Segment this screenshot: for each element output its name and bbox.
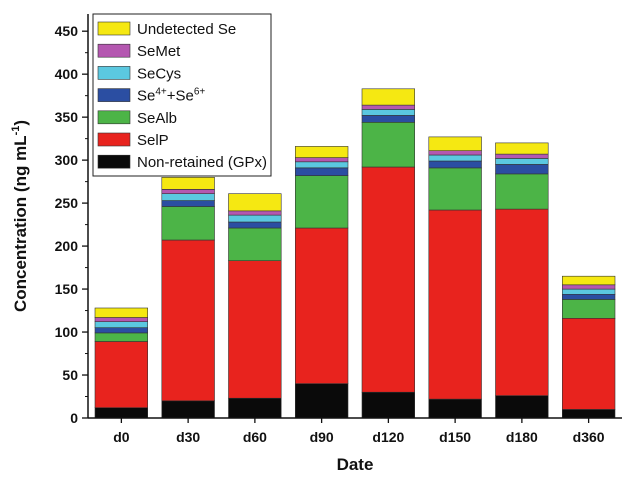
bar-segment-d30-s6	[161, 177, 215, 190]
y-tick-label: 350	[55, 109, 79, 125]
y-tick-label: 100	[55, 324, 79, 340]
x-tick-label: d0	[113, 429, 130, 445]
legend-label: Non-retained (GPx)	[137, 154, 267, 171]
bar-segment-d360-s4	[561, 288, 616, 295]
bar-segment-d360-s3	[561, 293, 616, 300]
y-tick-label: 0	[70, 410, 78, 426]
bar-segment-d90-s2	[294, 175, 349, 229]
bar-segment-d60-s6	[228, 193, 282, 212]
bar-segment-d360-s1	[561, 317, 616, 410]
legend-swatch	[97, 154, 131, 169]
bar-segment-d180-s6	[495, 142, 549, 155]
x-axis-title: Date	[337, 455, 374, 474]
bar-segment-d60-s2	[228, 227, 282, 262]
bar-segment-d150-s3	[428, 160, 482, 169]
bar-segment-d30-s4	[161, 193, 215, 201]
bar-segment-d90-s6	[294, 146, 349, 158]
bar-segment-d120-s2	[361, 122, 416, 168]
bar-segment-d0-s0	[94, 407, 149, 419]
x-tick-label: d90	[310, 429, 334, 445]
bar-segment-d180-s3	[495, 164, 549, 175]
bar-segment-d30-s3	[161, 200, 215, 207]
bar-segment-d0-s1	[94, 341, 149, 408]
legend-label: SeMet	[137, 43, 181, 60]
y-axis-title: Concentration (ng mL-1)	[10, 120, 30, 312]
bar-segment-d30-s2	[161, 206, 215, 241]
bar-segment-d180-s2	[495, 173, 549, 210]
legend-swatch	[97, 21, 131, 36]
bar-segment-d150-s0	[428, 398, 482, 419]
legend-swatch	[97, 88, 131, 102]
x-tick-label: d30	[176, 429, 200, 445]
axes-layer	[87, 14, 622, 419]
y-tick-label: 300	[55, 152, 79, 168]
bar-segment-d60-s5	[228, 210, 282, 216]
x-ticks: d0 d30 d60 d90 d120 d150 d180 d360	[113, 418, 605, 445]
y-tick-label: 400	[55, 66, 79, 82]
bar-segment-d30-s0	[161, 400, 215, 419]
bar-segment-d60-s3	[228, 221, 282, 229]
bar-segment-d30-s1	[161, 239, 215, 402]
x-tick-label: d360	[573, 429, 605, 445]
y-tick-label: 450	[55, 23, 79, 39]
legend: Undetected Se SeMet SeCys Se4++Se6+ SeAlb Sel…	[92, 13, 272, 177]
bar-segment-d180-s0	[495, 395, 549, 419]
x-tick-label: d150	[439, 429, 471, 445]
legend-swatch	[97, 66, 131, 80]
bar-segment-d360-s2	[561, 299, 616, 319]
bar-segment-d180-s1	[495, 208, 549, 396]
bar-segment-d90-s4	[294, 161, 349, 169]
x-tick-label: d120	[372, 429, 404, 445]
bar-segment-d90-s0	[294, 383, 349, 419]
bar-segment-d30-s5	[161, 189, 215, 194]
bar-segment-d0-s4	[94, 321, 149, 329]
legend-swatch	[97, 110, 131, 125]
bar-segment-d60-s4	[228, 214, 282, 223]
bar-segment-d0-s2	[94, 332, 149, 342]
bar-segment-d360-s0	[561, 409, 616, 419]
bar-segment-d120-s1	[361, 166, 416, 393]
legend-swatch	[97, 43, 131, 58]
legend-label: SeAlb	[137, 110, 177, 127]
bar-segment-d360-s6	[561, 275, 616, 286]
bars-layer	[94, 88, 616, 419]
bar-segment-d150-s6	[428, 136, 482, 151]
bar-segment-d120-s3	[361, 115, 416, 123]
bar-segment-d0-s3	[94, 327, 149, 334]
y-tick-label: 200	[55, 238, 79, 254]
legend-swatch	[97, 132, 131, 147]
bar-segment-d180-s5	[495, 153, 549, 159]
bar-segment-d90-s1	[294, 227, 349, 384]
bar-segment-d0-s5	[94, 317, 149, 322]
y-tick-label: 150	[55, 281, 79, 297]
x-tick-label: d180	[506, 429, 538, 445]
y-tick-label: 50	[62, 367, 78, 383]
bar-segment-d150-s4	[428, 154, 482, 162]
legend-label: SeCys	[137, 65, 181, 82]
bar-segment-d60-s0	[228, 397, 282, 419]
x-tick-label: d60	[243, 429, 267, 445]
bar-segment-d180-s4	[495, 158, 549, 165]
bar-segment-d150-s1	[428, 209, 482, 400]
bar-segment-d150-s2	[428, 167, 482, 211]
bar-segment-d150-s5	[428, 150, 482, 156]
bar-segment-d360-s5	[561, 284, 616, 290]
y-ticks: 0 50 100 150 200 250 300 350 400 450	[55, 23, 88, 426]
legend-label: Undetected Se	[137, 21, 236, 38]
bar-segment-d0-s6	[94, 307, 149, 318]
legend-label: Se4++Se6+	[137, 87, 205, 105]
y-tick-label: 250	[55, 195, 79, 211]
bar-segment-d120-s5	[361, 104, 416, 110]
bar-segment-d120-s0	[361, 391, 416, 419]
bar-segment-d90-s5	[294, 157, 349, 163]
bar-segment-d90-s3	[294, 167, 349, 176]
bar-segment-d120-s4	[361, 109, 416, 116]
bar-segment-d120-s6	[361, 88, 416, 106]
legend-label: SelP	[137, 132, 169, 149]
bar-segment-d60-s1	[228, 260, 282, 399]
